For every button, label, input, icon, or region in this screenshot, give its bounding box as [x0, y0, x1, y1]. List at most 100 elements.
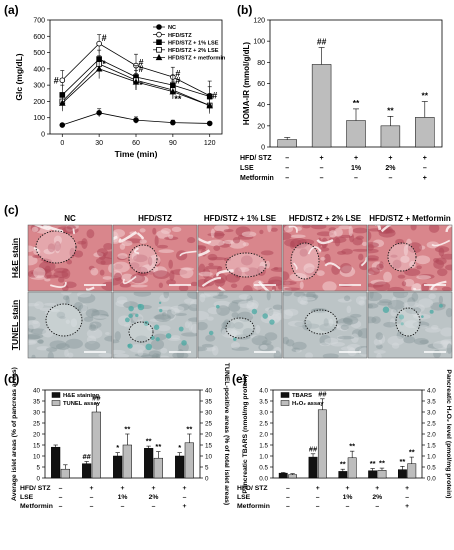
tissue-gap: [316, 238, 334, 245]
tissue-texture: [56, 311, 66, 319]
tissue-texture: [390, 308, 397, 317]
tissue-texture: [101, 281, 112, 291]
legend-label-a-4: HFD/STZ + metformin: [168, 56, 226, 62]
tissue-texture: [238, 318, 245, 322]
micrograph-border: [112, 224, 198, 292]
tissue-texture: [368, 303, 374, 309]
tissue-texture: [91, 309, 98, 313]
y2-tick-label-d-0: 0: [205, 475, 209, 482]
tissue-texture: [437, 268, 448, 277]
tissue-texture: [273, 346, 282, 357]
tunel-positive-spot: [158, 301, 162, 304]
y-tick-label-b-0: 0: [261, 145, 265, 152]
tissue-texture: [151, 353, 161, 358]
tissue-texture: [166, 308, 176, 319]
bar-label-e-1-2: **: [349, 442, 355, 451]
tissue-texture: [28, 324, 34, 333]
tissue-texture: [355, 296, 365, 305]
tissue-texture: [415, 255, 431, 265]
micrograph-bg-1-3: [283, 292, 367, 358]
tissue-texture: [152, 270, 170, 280]
tissue-texture: [190, 323, 197, 334]
tissue-gap: [201, 276, 222, 287]
tissue-texture: [401, 281, 407, 287]
tissue-texture: [334, 237, 341, 247]
tissue-texture: [337, 335, 355, 340]
tissue-texture: [70, 318, 78, 328]
tissue-texture: [220, 326, 226, 335]
y-axis-label-b: HOMA-IR (mmol/g/dL): [242, 42, 251, 125]
y-tick-label-d-6: 30: [33, 409, 41, 416]
tissue-texture: [306, 292, 316, 300]
tissue-gap: [86, 286, 95, 291]
y2-tick-label-d-5: 25: [205, 420, 213, 427]
tunel-positive-spot: [178, 326, 184, 332]
tissue-texture: [418, 298, 434, 308]
tissue-gap: [431, 239, 451, 247]
e-table-mark-2-0: –: [286, 503, 290, 510]
x-tick-label-a-2: 60: [132, 140, 140, 147]
tissue-texture: [440, 339, 452, 348]
bar-e-0-4: [398, 469, 407, 479]
tissue-texture: [62, 295, 70, 301]
tissue-texture: [377, 301, 393, 306]
y-tick-label-a-0: 0: [41, 132, 45, 139]
tissue-texture: [300, 296, 316, 301]
islet-outline: [128, 244, 158, 274]
tissue-texture: [240, 255, 253, 266]
tunel-positive-spot: [233, 337, 237, 341]
y2-tick-label-d-2: 10: [205, 453, 213, 460]
tissue-texture: [433, 349, 441, 358]
chart-b: 0 20 40 60 80 100 120 HOMA-IR (mmol/g/dL) ## ** **…: [240, 18, 443, 182]
tunel-positive-spot: [165, 333, 172, 339]
tissue-texture: [113, 229, 126, 238]
tissue-gap: [42, 225, 64, 233]
tissue-texture: [160, 228, 172, 235]
y2-axis-label-e: Pancreatic H₂O₂ level (pmol/mg protein): [445, 369, 452, 498]
tissue-gap: [72, 228, 75, 235]
data-point-a-4-0: [58, 99, 66, 106]
tissue-texture: [285, 339, 295, 347]
tissue-texture: [241, 231, 257, 238]
d-table-mark-0-0: –: [59, 485, 63, 492]
tunel-positive-spot: [128, 305, 134, 312]
tissue-texture: [336, 335, 344, 341]
tissue-texture: [213, 245, 221, 251]
y-tick-label-d-8: 40: [33, 387, 41, 394]
tissue-texture: [153, 333, 167, 341]
tissue-texture: [171, 307, 180, 316]
bar-e-0-1: [308, 456, 318, 479]
y-tick-label-b-4: 80: [257, 60, 265, 67]
tissue-texture: [289, 272, 307, 282]
tissue-texture: [264, 307, 274, 312]
tissue-texture: [392, 292, 409, 299]
data-point-a-4-2: [132, 78, 140, 85]
tissue-texture: [216, 305, 230, 316]
d-table-mark-0-2: +: [121, 485, 125, 492]
tissue-texture: [411, 309, 422, 317]
tissue-texture: [152, 227, 157, 235]
tissue-texture: [297, 295, 308, 305]
tunel-positive-spot: [251, 308, 258, 315]
y2-tick-label-d-3: 15: [205, 442, 213, 449]
tissue-texture: [319, 334, 332, 346]
bar-b-0: [277, 139, 297, 148]
tissue-texture: [404, 320, 419, 329]
tissue-texture: [203, 292, 220, 297]
tissue-texture: [383, 321, 397, 328]
bar-d-1-0: [60, 468, 70, 479]
tissue-texture: [387, 299, 405, 310]
tissue-texture: [300, 299, 309, 306]
tissue-texture: [39, 307, 54, 312]
micrograph-content-1-1: [113, 292, 197, 358]
micrograph-tunel-4: [367, 291, 453, 359]
b-table-mark-2-1: –: [320, 175, 324, 182]
tissue-texture: [76, 292, 92, 298]
tissue-texture: [350, 320, 362, 329]
micrograph-tunel-0: [27, 291, 113, 359]
micrograph-bg-1-0: [28, 292, 112, 358]
annotation-a-2: *: [102, 59, 106, 69]
tissue-texture: [91, 323, 98, 333]
tissue-texture: [207, 239, 225, 247]
